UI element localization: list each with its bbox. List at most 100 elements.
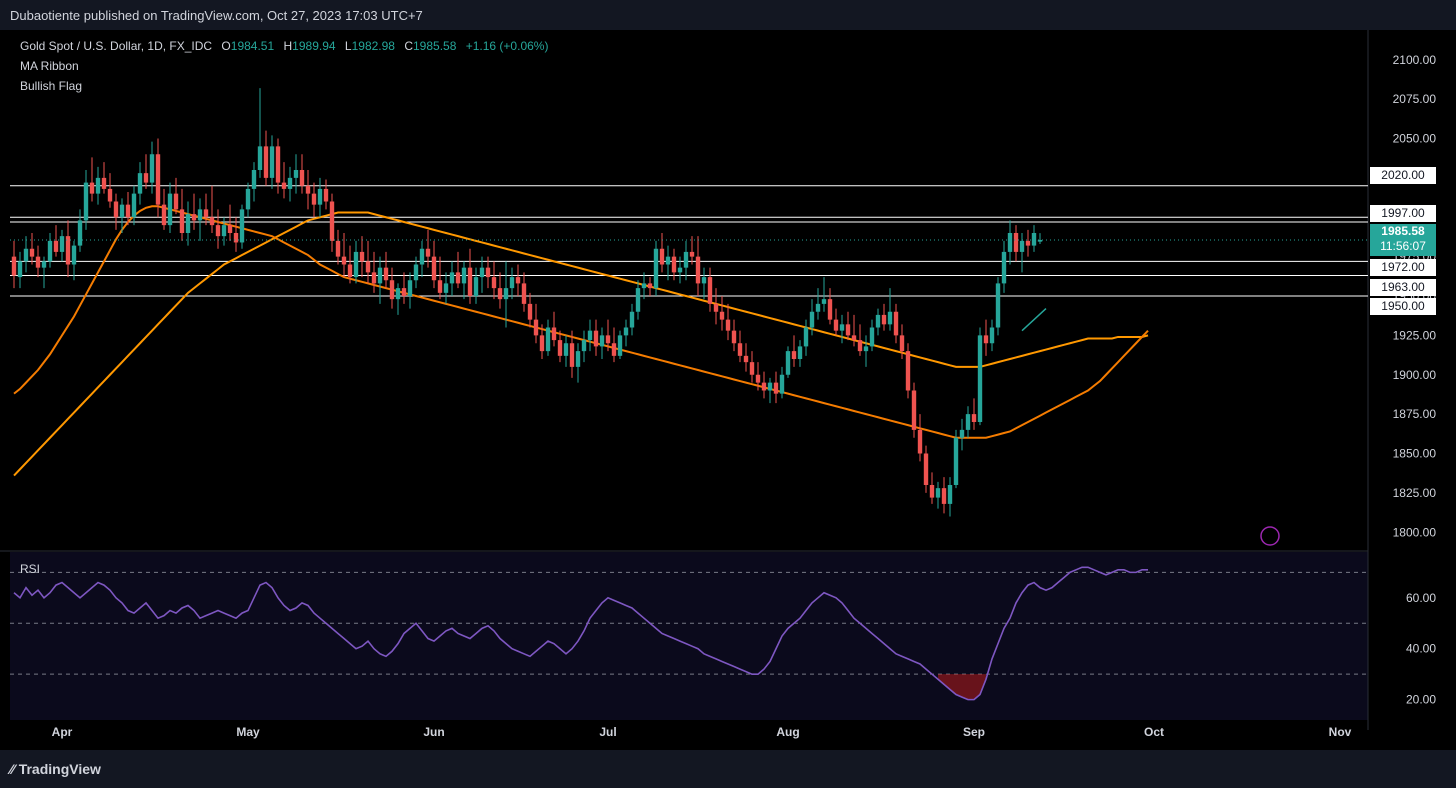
ma-fast-line — [13, 205, 1149, 439]
candle-body — [641, 283, 647, 289]
rsi-label[interactable]: RSI — [20, 562, 41, 576]
replay-icon[interactable] — [1260, 526, 1280, 546]
candle-body — [419, 248, 425, 265]
legend-ma-ribbon[interactable]: MA Ribbon — [20, 59, 79, 73]
published-text: Dubaotiente published on TradingView.com… — [10, 8, 423, 23]
legend-low: 1982.98 — [351, 39, 395, 53]
legend-close: 1985.58 — [413, 39, 457, 53]
candle-body — [395, 288, 401, 300]
candle-body — [725, 319, 731, 331]
time-axis-tick-label: Oct — [1144, 725, 1164, 739]
rsi-line — [13, 566, 1148, 701]
candle-body — [173, 193, 179, 210]
candle-body — [95, 177, 101, 194]
candle-body — [611, 343, 617, 356]
candle-body — [11, 256, 17, 276]
legend-low-label: L — [344, 39, 352, 53]
price-tag-1997: 1997.00 — [1370, 205, 1436, 222]
price-axis-tick-label: 2075.00 — [1393, 92, 1437, 106]
candle-body — [59, 236, 65, 252]
candle-body — [833, 319, 839, 331]
candle-body — [587, 330, 593, 341]
candle-body — [767, 382, 773, 391]
candle-body — [269, 146, 275, 178]
legend-high: 1989.94 — [292, 39, 336, 53]
candle-body — [323, 188, 329, 202]
candle-body — [755, 374, 761, 383]
candle-body — [593, 330, 599, 347]
ma-slow-line — [13, 211, 1149, 477]
legend-high-label: H — [283, 39, 293, 53]
candle-body — [773, 382, 779, 394]
candle-body — [257, 146, 263, 170]
candle-body — [467, 267, 473, 296]
candle-body — [1019, 240, 1025, 252]
legend-bullish-flag[interactable]: Bullish Flag — [20, 79, 83, 93]
candle-body — [251, 170, 257, 189]
candle-body — [377, 267, 383, 284]
candle-body — [1001, 251, 1007, 284]
candle-body — [221, 225, 227, 237]
candle-body — [263, 146, 269, 178]
tradingview-logo[interactable]: ⁄⁄ TradingView — [10, 761, 101, 777]
candle-body — [329, 201, 335, 241]
candle-body — [965, 414, 971, 430]
candle-body — [923, 453, 929, 485]
candle-body — [845, 324, 851, 336]
candle-body — [779, 374, 785, 394]
rsi-axis-tick-label: 40.00 — [1406, 642, 1436, 656]
candle-body — [275, 146, 281, 183]
candle-body — [119, 204, 125, 218]
candle-body — [71, 245, 77, 265]
candle-body — [545, 327, 551, 352]
candle-body — [707, 277, 713, 304]
candle-body — [689, 251, 695, 257]
candle-body — [557, 340, 563, 356]
bullish-flag-line — [1021, 308, 1047, 332]
candle-body — [869, 327, 875, 347]
candle-body — [185, 214, 191, 233]
candle-body — [935, 488, 941, 498]
price-axis-tick-label: 1875.00 — [1393, 407, 1437, 421]
candle-body — [311, 193, 317, 205]
candle-body — [227, 225, 233, 233]
candle-body — [65, 236, 71, 265]
candle-body — [83, 182, 89, 221]
candle-body — [443, 283, 449, 293]
chart-area[interactable]: 1800.00 1825.00 1850.00 1875.00 1900.00 1925.… — [0, 30, 1456, 750]
candle-body — [539, 335, 545, 352]
candle-body — [389, 280, 395, 300]
candle-body — [887, 311, 893, 325]
candle-body — [437, 280, 443, 293]
candle-body — [623, 327, 629, 336]
candle-body — [875, 314, 881, 328]
candle-body — [29, 248, 35, 257]
candle-body — [281, 182, 287, 189]
candle-body — [701, 277, 707, 284]
candle-body — [41, 261, 47, 268]
candle-body — [293, 170, 299, 178]
price-axis-tick-label: 1900.00 — [1393, 368, 1437, 382]
candle-body — [797, 346, 803, 359]
candle-body — [197, 209, 203, 221]
bar-countdown: 11:56:07 — [1380, 239, 1426, 253]
candle-body — [731, 330, 737, 344]
candle-body — [665, 256, 671, 265]
candle-body — [299, 170, 305, 186]
candle-body — [821, 299, 827, 304]
candle-body — [143, 173, 149, 183]
rsi-axis-tick-label: 20.00 — [1406, 693, 1436, 707]
candle-body — [599, 335, 605, 347]
candle-body — [407, 280, 413, 296]
candle-body — [977, 335, 983, 422]
candle-body — [803, 327, 809, 347]
candle-body — [677, 267, 683, 273]
legend-open-label: O — [221, 39, 231, 53]
legend-symbol: Gold Spot / U.S. Dollar, 1D, FX_IDC — [20, 39, 213, 53]
candle-body — [53, 240, 59, 252]
candle-body — [647, 283, 653, 289]
candle-body — [839, 324, 845, 331]
candle-body — [617, 335, 623, 356]
candle-body — [893, 311, 899, 336]
candle-body — [23, 248, 29, 262]
